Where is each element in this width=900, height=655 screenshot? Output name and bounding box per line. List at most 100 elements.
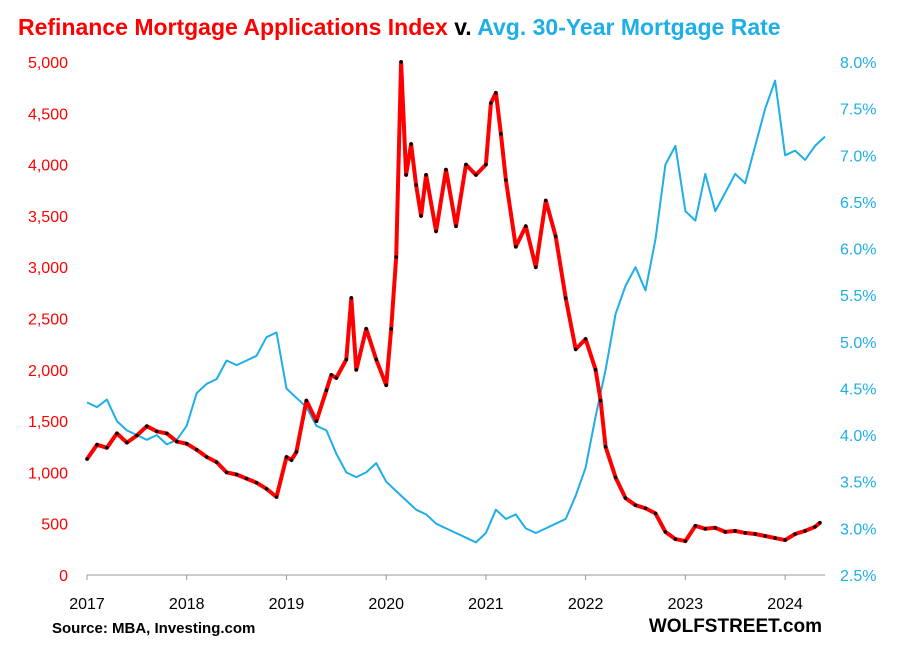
chart-title-versus: v. <box>447 14 478 40</box>
x-tick-label: 2017 <box>69 596 105 613</box>
refinance-index-point <box>713 526 718 530</box>
left-axis-tick-label: 1,500 <box>28 414 68 431</box>
refinance-index-point <box>204 455 209 459</box>
refinance-index-point <box>534 265 538 270</box>
refinance-index-point <box>125 440 129 445</box>
refinance-index-point <box>524 224 528 228</box>
refinance-index-line <box>85 60 822 544</box>
left-axis-tick-label: 1,000 <box>28 465 68 482</box>
refinance-index-point <box>563 296 568 300</box>
refinance-index-point <box>603 445 608 449</box>
brand-label: WOLFSTREET.com <box>648 616 822 637</box>
left-axis-tick-label: 2,500 <box>28 312 68 329</box>
refinance-index-point <box>145 424 149 429</box>
refinance-index-point <box>583 337 588 341</box>
refinance-index-point <box>155 429 159 434</box>
refinance-index-point <box>703 527 708 531</box>
refinance-index-point <box>374 357 379 362</box>
left-axis-tick-label: 5,000 <box>28 55 68 72</box>
refinance-index-point <box>389 327 394 331</box>
refinance-index-point <box>773 536 777 540</box>
refinance-index-point <box>419 214 423 218</box>
refinance-index-point <box>593 368 598 372</box>
refinance-index-point <box>793 532 797 536</box>
right-axis-tick-label: 5.0% <box>840 335 876 352</box>
refinance-index-point <box>314 419 319 423</box>
right-axis-tick-label: 4.0% <box>840 428 876 445</box>
refinance-index-point <box>613 475 618 480</box>
refinance-index-point <box>623 496 628 500</box>
left-axis-tick-label: 4,000 <box>28 158 68 175</box>
refinance-index-point <box>95 442 99 447</box>
left-axis-tick-label: 4,500 <box>28 106 68 123</box>
x-tick-label: 2022 <box>568 596 604 613</box>
x-tick-label: 2021 <box>468 596 504 613</box>
refinance-index-point <box>444 167 448 172</box>
refinance-index-point <box>723 530 728 534</box>
refinance-index-point <box>329 373 334 377</box>
refinance-index-point <box>753 532 757 536</box>
refinance-index-point <box>504 178 508 182</box>
refinance-index-point <box>783 538 787 542</box>
refinance-index-point <box>304 398 309 403</box>
chart-title: Refinance Mortgage Applications Index v.… <box>18 14 781 41</box>
chart-title-index: Refinance Mortgage Applications Index <box>18 14 448 40</box>
refinance-index-point <box>344 357 349 362</box>
refinance-index-point <box>224 470 229 475</box>
refinance-index-point <box>683 539 688 543</box>
refinance-index-point <box>354 368 359 372</box>
refinance-index-point <box>434 229 438 234</box>
right-axis-tick-label: 2.5% <box>840 568 876 585</box>
refinance-index-point <box>489 101 493 105</box>
refinance-index-point <box>414 183 418 187</box>
refinance-index-point <box>643 506 648 511</box>
x-tick-label: 2019 <box>269 596 305 613</box>
refinance-index-point <box>399 60 403 64</box>
refinance-index-point <box>289 458 294 462</box>
refinance-index-point <box>598 398 603 403</box>
refinance-index-point <box>194 448 199 452</box>
refinance-index-point <box>409 142 413 146</box>
refinance-index-point <box>663 530 668 534</box>
refinance-index-point <box>553 234 558 239</box>
source-note: Source: MBA, Investing.com <box>52 620 256 637</box>
refinance-index-point <box>244 476 249 481</box>
refinance-index-point <box>653 511 658 516</box>
refinance-index-point <box>105 446 109 450</box>
right-axis-tick-label: 4.5% <box>840 381 876 398</box>
right-axis-tick-label: 5.5% <box>840 288 876 305</box>
refinance-index-point <box>544 198 548 203</box>
refinance-index-point <box>214 460 219 464</box>
refinance-index-point <box>573 347 578 352</box>
refinance-index-point <box>274 495 279 499</box>
mortgage-rate-line <box>86 79 826 544</box>
right-axis-tick-label: 6.5% <box>840 195 876 212</box>
left-axis-tick-label: 3,500 <box>28 209 68 226</box>
chart-title-rate: Avg. 30-Year Mortgage Rate <box>477 14 781 40</box>
refinance-index-point <box>324 388 329 393</box>
refinance-index-point <box>693 524 698 528</box>
left-axis-tick-label: 500 <box>41 517 68 534</box>
x-tick-label: 2018 <box>169 596 205 613</box>
refinance-index-point <box>818 520 822 525</box>
refinance-index-point <box>813 525 817 529</box>
refinance-index-point <box>733 529 737 533</box>
refinance-index-point <box>464 162 468 167</box>
refinance-index-point <box>175 439 179 444</box>
refinance-index-point <box>254 480 259 485</box>
refinance-index-point <box>364 327 369 331</box>
refinance-index-point <box>424 173 428 177</box>
refinance-index-point <box>633 503 638 508</box>
refinance-index-point <box>673 537 678 541</box>
refinance-index-point <box>135 433 139 438</box>
right-axis-tick-label: 7.0% <box>840 148 876 165</box>
left-axis-tick-label: 0 <box>59 568 68 585</box>
refinance-index-point <box>404 173 408 177</box>
refinance-index-point <box>484 162 488 167</box>
left-axis-tick-label: 2,000 <box>28 363 68 380</box>
refinance-index-point <box>349 296 354 300</box>
refinance-index-point <box>184 441 189 446</box>
refinance-index-point <box>264 487 269 491</box>
refinance-index-point <box>454 224 458 228</box>
refinance-index-point <box>334 376 339 380</box>
